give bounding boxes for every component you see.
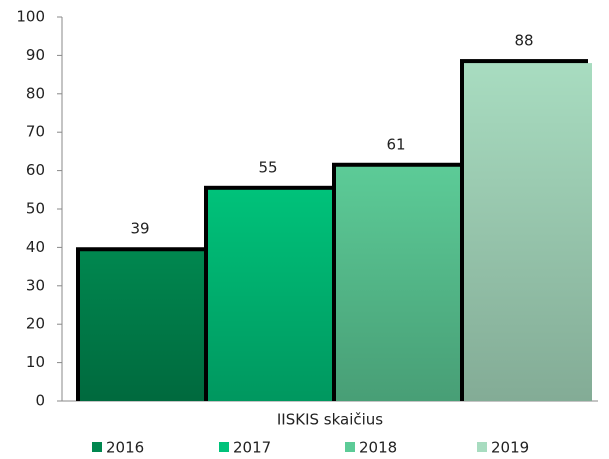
legend-swatch bbox=[477, 442, 487, 452]
y-tick-label: 10 bbox=[26, 353, 45, 371]
y-tick-label: 20 bbox=[26, 315, 45, 333]
bar-shade bbox=[208, 189, 336, 401]
bar-shade bbox=[336, 166, 464, 401]
bar-shade bbox=[464, 63, 592, 402]
y-tick-label: 50 bbox=[26, 200, 45, 218]
value-label: 55 bbox=[258, 158, 277, 176]
y-tick-label: 70 bbox=[26, 123, 45, 141]
y-tick-label: 60 bbox=[26, 161, 45, 179]
legend-label: 2016 bbox=[106, 439, 144, 457]
y-tick-label: 100 bbox=[16, 8, 45, 26]
legend-swatch bbox=[345, 442, 355, 452]
bar-shade bbox=[80, 251, 208, 401]
x-axis-label: IISKIS skaičius bbox=[277, 411, 383, 429]
y-tick-label: 0 bbox=[35, 392, 45, 410]
y-tick-label: 30 bbox=[26, 276, 45, 294]
legend-swatch bbox=[92, 442, 102, 452]
y-tick-label: 90 bbox=[26, 46, 45, 64]
value-label: 39 bbox=[130, 220, 149, 238]
y-tick-label: 40 bbox=[26, 238, 45, 256]
legend-swatch bbox=[219, 442, 229, 452]
value-label: 61 bbox=[386, 135, 405, 153]
y-tick-label: 80 bbox=[26, 84, 45, 102]
legend-label: 2019 bbox=[491, 439, 529, 457]
legend-label: 2017 bbox=[233, 439, 271, 457]
value-label: 88 bbox=[514, 32, 533, 50]
legend-label: 2018 bbox=[359, 439, 397, 457]
